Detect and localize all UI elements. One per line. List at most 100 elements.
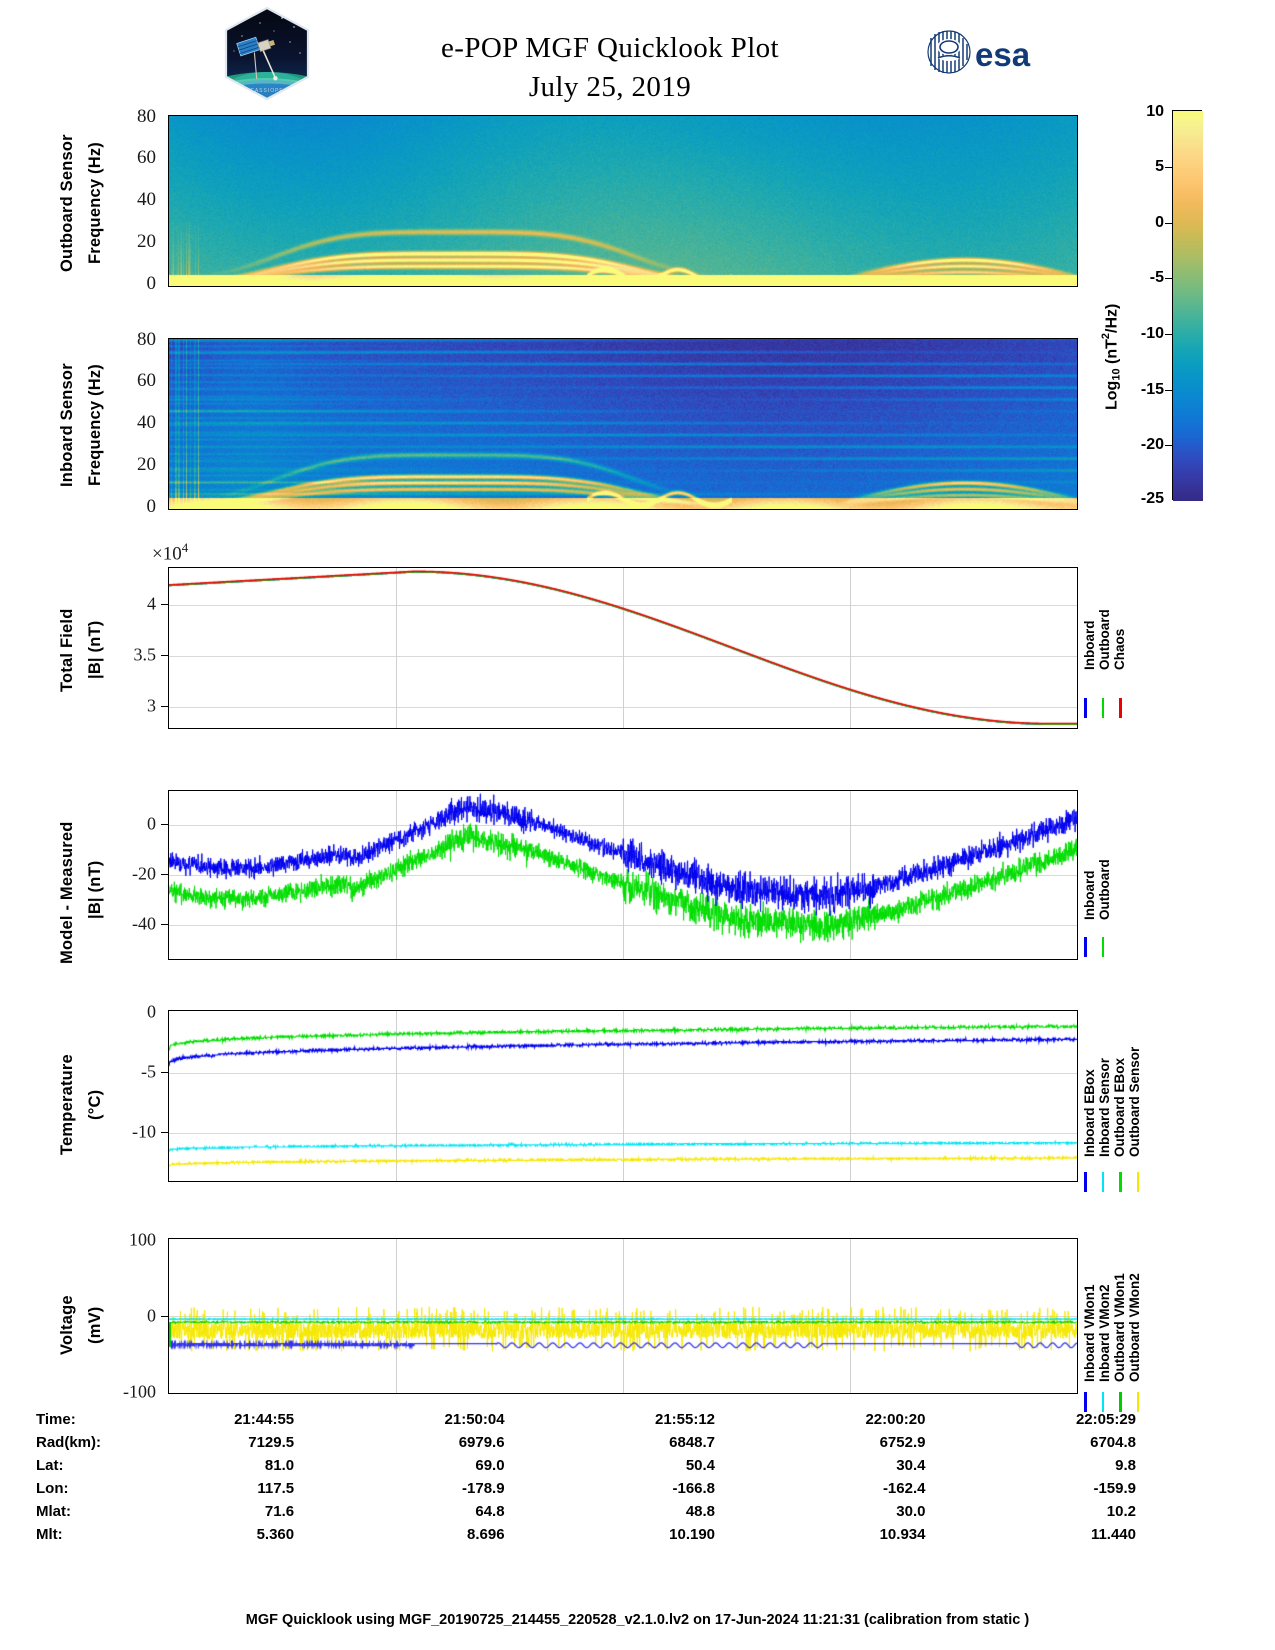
colorbar [1172, 110, 1203, 501]
legend-label: Inboard [1082, 870, 1097, 921]
legend-label: Inboard [1082, 620, 1097, 671]
table-cell: 69.0 [475, 1457, 505, 1474]
legend-label: Outboard [1097, 609, 1112, 670]
legend-label: Inboard Sensor [1097, 1057, 1112, 1157]
outboard-ylabel-sensor: Outboard Sensor [58, 134, 76, 272]
ytick: 0 [147, 1305, 156, 1326]
legend-swatch [1119, 1392, 1122, 1412]
table-row: Lat: 81.0 69.0 50.4 30.4 9.8 [36, 1454, 1136, 1477]
esa-logo-icon: esa [925, 28, 1045, 76]
outboard-spectrogram-axes [168, 115, 1078, 287]
table-row-label: Lon: [36, 1480, 69, 1497]
ytick: -20 [132, 863, 156, 884]
table-row: Rad(km): 7129.5 6979.6 6848.7 6752.9 6704.8 [36, 1431, 1136, 1454]
ytick: 80 [137, 329, 156, 350]
table-cell: 6752.9 [879, 1434, 926, 1451]
temperature-axes [168, 1010, 1078, 1182]
voltage-axes [168, 1238, 1078, 1394]
legend-swatch [1084, 1392, 1087, 1412]
table-row-label: Mlt: [36, 1526, 63, 1543]
table-row-label: Mlat: [36, 1503, 71, 1520]
page-title: e-POP MGF Quicklook Plot [440, 32, 780, 64]
voltage-ylabel-1: Voltage [58, 1295, 76, 1355]
cassiope-mission-patch-icon: CASSIOPE [222, 6, 312, 101]
table-cell: 10.2 [1106, 1503, 1136, 1520]
outboard-ylabel-freq: Frequency (Hz) [86, 142, 104, 264]
esa-wordmark: esa [975, 36, 1031, 73]
legend-label: Inboard EBox [1082, 1069, 1097, 1157]
table-cell: -159.9 [1093, 1480, 1136, 1497]
legend-swatch [1101, 1392, 1105, 1412]
ytick: 4 [147, 593, 156, 614]
ytick: 3 [147, 695, 156, 716]
table-row: Mlt: 5.360 8.696 10.190 10.934 11.440 [36, 1523, 1136, 1546]
table-cell: 9.8 [1115, 1457, 1136, 1474]
legend-swatch [1101, 937, 1105, 957]
table-cell: 21:50:04 [444, 1411, 505, 1428]
table-cell: 7129.5 [248, 1434, 295, 1451]
table-cell: 81.0 [264, 1457, 295, 1474]
voltage-legend: Inboard VMon1 Inboard VMon2 Outboard VMo… [1082, 1248, 1167, 1420]
totalfield-exponent: ×104 [152, 540, 189, 565]
ytick: 0 [146, 496, 157, 517]
inboard-ylabel-sensor: Inboard Sensor [58, 363, 76, 487]
total-field-axes [168, 567, 1078, 729]
ytick: -5 [141, 1061, 156, 1082]
table-cell: 21:55:12 [654, 1411, 716, 1428]
table-cell: 10.190 [669, 1526, 716, 1543]
legend-label: Inboard VMon1 [1082, 1284, 1097, 1383]
inboard-spectrogram-axes [168, 338, 1078, 510]
legend-swatch [1084, 937, 1087, 957]
table-cell: 6979.6 [458, 1434, 505, 1451]
table-cell: 10.934 [879, 1526, 926, 1543]
table-row: Lon: 117.5 -178.9 -166.8 -162.4 -159.9 [36, 1477, 1136, 1500]
svg-text:CASSIOPE: CASSIOPE [250, 88, 284, 94]
legend-label: Outboard [1097, 859, 1112, 920]
legend-swatch [1084, 698, 1087, 718]
legend-label: Outboard VMon2 [1127, 1273, 1142, 1382]
table-cell: -162.4 [882, 1480, 926, 1497]
legend-label: Outboard EBox [1112, 1057, 1127, 1157]
ytick: 100 [129, 1229, 156, 1250]
legend-swatch [1119, 698, 1122, 718]
ytick: 40 [137, 189, 156, 210]
model-measured-axes [168, 790, 1078, 960]
table-cell: 48.8 [685, 1503, 716, 1520]
table-row-label: Time: [36, 1411, 76, 1428]
legend-swatch [1101, 1172, 1105, 1192]
table-cell: 50.4 [685, 1457, 716, 1474]
legend-label: Chaos [1112, 628, 1127, 670]
ytick: -100 [123, 1381, 156, 1402]
legend-label: Outboard Sensor [1127, 1046, 1142, 1157]
ytick: -10 [132, 1121, 156, 1142]
ytick: 3.5 [133, 644, 157, 665]
ytick: 60 [137, 370, 156, 391]
plot-title-block: e-POP MGF Quicklook Plot July 25, 2019 [300, 32, 920, 104]
table-cell: 64.8 [475, 1503, 505, 1520]
table-cell: 22:00:20 [865, 1411, 926, 1428]
table-cell: 6848.7 [669, 1434, 716, 1451]
table-row-label: Rad(km): [36, 1434, 102, 1451]
table-row: Mlat: 71.6 64.8 48.8 30.0 10.2 [36, 1500, 1136, 1523]
colorbar-axis-label: Log10 (nT2/Hz) [1100, 303, 1123, 410]
ytick: 0 [146, 273, 157, 294]
totalfield-ylabel-1: Total Field [58, 608, 76, 692]
legend-swatch [1101, 698, 1105, 718]
table-cell: 5.360 [256, 1526, 295, 1543]
legend-label: Outboard VMon1 [1112, 1273, 1127, 1382]
ephemeris-table: Time: 21:44:55 21:50:04 21:55:12 22:00:20 22:… [0, 1408, 1275, 1546]
temperature-legend: Inboard EBox Inboard Sensor Outboard EBo… [1082, 1020, 1162, 1205]
voltage-ylabel-2: (mV) [86, 1306, 104, 1344]
ytick: 40 [137, 412, 156, 433]
table-row: Time: 21:44:55 21:50:04 21:55:12 22:00:20 22:… [36, 1408, 1136, 1431]
table-cell: -166.8 [672, 1480, 716, 1497]
table-cell: 71.6 [264, 1503, 295, 1520]
legend-swatch [1084, 1172, 1087, 1192]
ytick: 60 [137, 147, 156, 168]
temperature-ylabel-1: Temperature [58, 1054, 76, 1156]
total-field-legend: Inboard Outboard Chaos [1082, 560, 1152, 730]
ytick: 80 [137, 106, 156, 127]
legend-label: Inboard VMon2 [1097, 1284, 1112, 1383]
legend-swatch [1136, 1172, 1140, 1192]
